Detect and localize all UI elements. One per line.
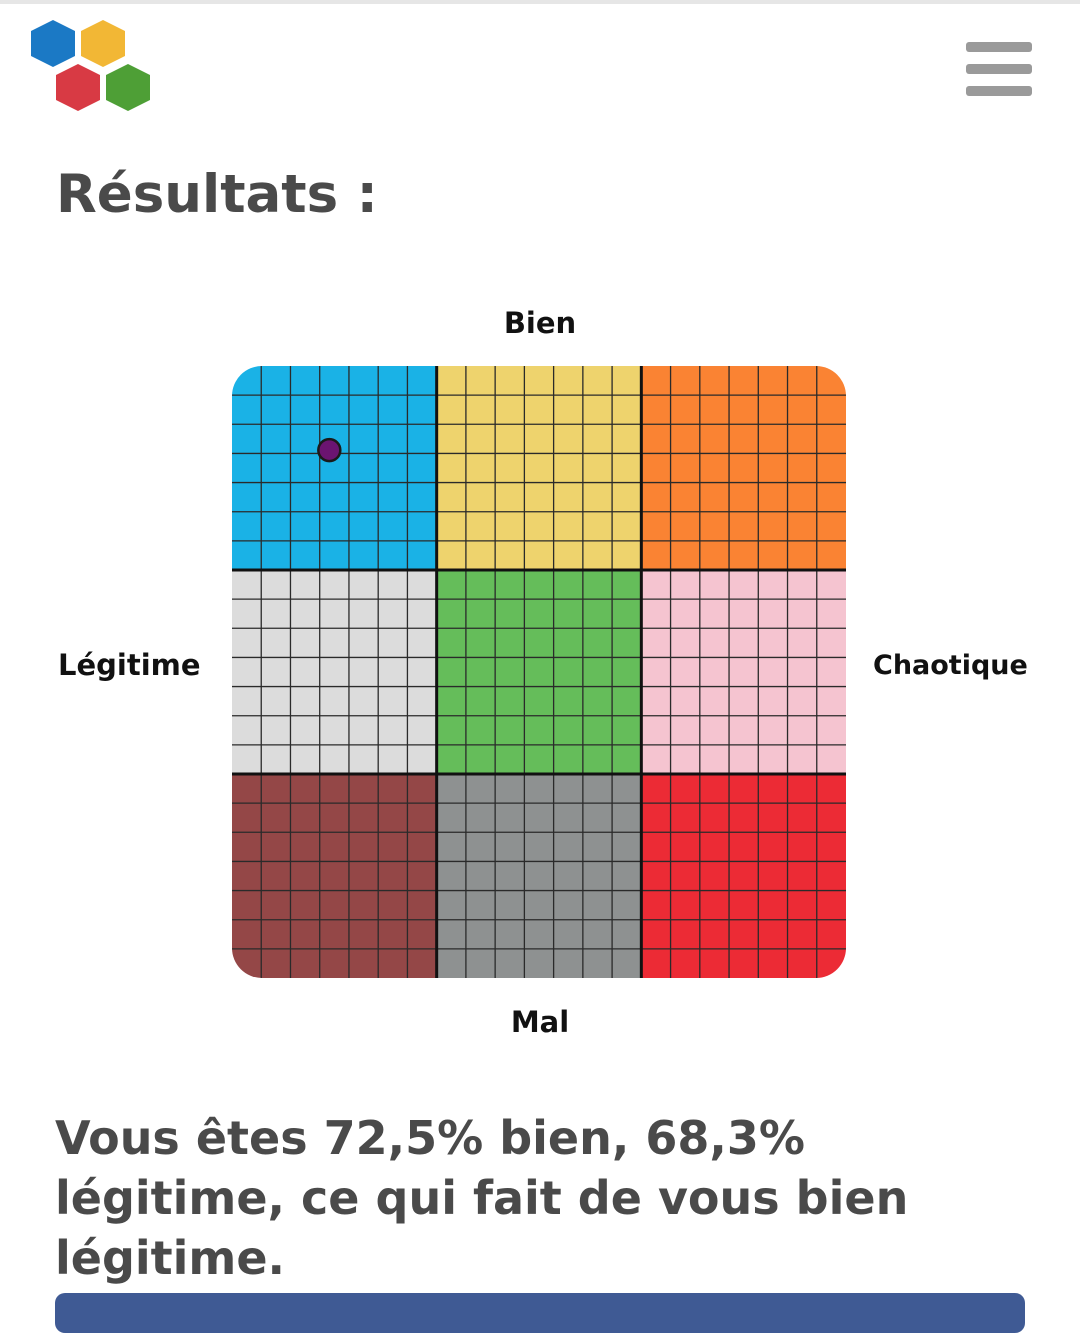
axis-label-top: Bien: [503, 306, 577, 340]
cell-chaotic-good: [641, 366, 846, 570]
cell-neutral-good: [436, 366, 642, 570]
cell-lawful-good: [232, 366, 437, 570]
cell-neutral-evil: [436, 774, 642, 978]
cell-chaotic-evil: [641, 774, 846, 978]
cell-true-neutral: [436, 570, 642, 774]
axis-label-left: Légitime: [58, 648, 201, 682]
cell-chaotic-neutral: [641, 570, 846, 774]
hexagon-cluster-logo[interactable]: [24, 20, 156, 120]
cell-lawful-evil: [232, 774, 437, 978]
result-point: [317, 437, 342, 463]
logo-hex-red: [56, 64, 100, 111]
chart-cell-dividers: [232, 366, 846, 978]
alignment-chart: [232, 366, 846, 978]
chart-gridlines: [232, 366, 846, 978]
logo-hex-blue: [31, 20, 75, 67]
logo-hex-green: [106, 64, 150, 111]
cell-lawful-neutral: [232, 570, 437, 774]
bottom-action-button[interactable]: [55, 1293, 1025, 1333]
axis-label-bottom: Mal: [510, 1005, 570, 1039]
menu-button[interactable]: [962, 38, 1036, 100]
result-text: Vous êtes 72,5% bien, 68,3% légitime, ce…: [55, 1111, 909, 1285]
logo-hex-yellow: [81, 20, 125, 67]
top-divider: [0, 0, 1080, 4]
page-title: Résultats :: [56, 164, 378, 225]
axis-label-right: Chaotique: [873, 650, 1028, 681]
